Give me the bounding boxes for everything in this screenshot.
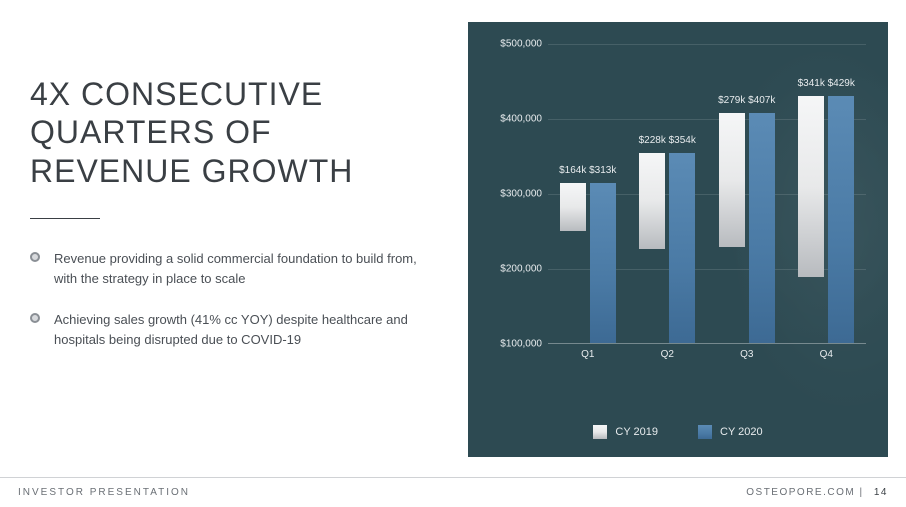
y-tick-label: $500,000 [500, 39, 542, 50]
left-column: 4X CONSECUTIVE QUARTERS OF REVENUE GROWT… [0, 0, 460, 507]
legend-label: CY 2020 [720, 426, 763, 438]
bar: $341k [798, 96, 824, 277]
title-rule [30, 218, 100, 219]
slide-title: 4X CONSECUTIVE QUARTERS OF REVENUE GROWT… [30, 75, 430, 190]
bar-value-label: $354k [669, 135, 696, 146]
bullet-item: Revenue providing a solid commercial fou… [30, 249, 430, 288]
bar-group: $164k$313k [560, 183, 616, 343]
legend-item-2019: CY 2019 [593, 425, 658, 439]
footer-page-number: 14 [874, 487, 888, 498]
legend-label: CY 2019 [615, 426, 658, 438]
legend-swatch-icon [593, 425, 607, 439]
y-tick-label: $200,000 [500, 264, 542, 275]
bar: $429k [828, 96, 854, 343]
chart-plot: $100,000$200,000$300,000$400,000$500,000… [490, 44, 866, 374]
bar-group: $279k$407k [719, 113, 775, 343]
legend-item-2020: CY 2020 [698, 425, 763, 439]
bar-value-label: $407k [748, 95, 775, 106]
footer-divider: | [859, 487, 867, 498]
bar-value-label: $164k [559, 165, 586, 176]
bar: $313k [590, 183, 616, 343]
chart-panel: $100,000 $200,000 $300,000 $400,000 $500,000… [468, 22, 888, 457]
bullet-list: Revenue providing a solid commercial fou… [30, 249, 430, 349]
bar: $279k [719, 113, 745, 247]
grid-line [548, 44, 866, 45]
bar: $407k [749, 113, 775, 343]
bullet-dot-icon [30, 252, 40, 262]
bar: $228k [639, 153, 665, 249]
bullet-text: Revenue providing a solid commercial fou… [54, 249, 430, 288]
bullet-text: Achieving sales growth (41% cc YOY) desp… [54, 310, 430, 349]
bullet-dot-icon [30, 313, 40, 323]
x-tick-label: Q3 [740, 349, 753, 360]
bar-group: $228k$354k [639, 153, 695, 344]
y-tick-label: $100,000 [500, 339, 542, 350]
x-tick-label: Q4 [820, 349, 833, 360]
bar-value-label: $341k [798, 78, 825, 89]
footer-site: OSTEOPORE.COM [746, 487, 855, 498]
legend: CY 2019 CY 2020 [468, 425, 888, 439]
footer: INVESTOR PRESENTATION OSTEOPORE.COM | 14 [0, 477, 906, 507]
bar-value-label: $429k [828, 78, 855, 89]
y-tick-label: $300,000 [500, 189, 542, 200]
x-axis: Q1 Q2 Q3 Q4 [548, 349, 866, 369]
bullet-item: Achieving sales growth (41% cc YOY) desp… [30, 310, 430, 349]
footer-right: OSTEOPORE.COM | 14 [746, 487, 888, 498]
bar-value-label: $279k [718, 95, 745, 106]
y-axis: $100,000$200,000$300,000$400,000$500,000 [490, 44, 548, 344]
y-tick-label: $400,000 [500, 114, 542, 125]
bar-value-label: $228k [639, 135, 666, 146]
x-tick-label: Q1 [581, 349, 594, 360]
bar: $164k [560, 183, 586, 231]
slide: 4X CONSECUTIVE QUARTERS OF REVENUE GROWT… [0, 0, 906, 507]
plot-area: $164k$313k$228k$354k$279k$407k$341k$429k [548, 44, 866, 344]
x-tick-label: Q2 [661, 349, 674, 360]
bar-value-label: $313k [589, 165, 616, 176]
bar-group: $341k$429k [798, 96, 854, 343]
footer-left: INVESTOR PRESENTATION [18, 487, 190, 498]
legend-swatch-icon [698, 425, 712, 439]
bar: $354k [669, 153, 695, 344]
